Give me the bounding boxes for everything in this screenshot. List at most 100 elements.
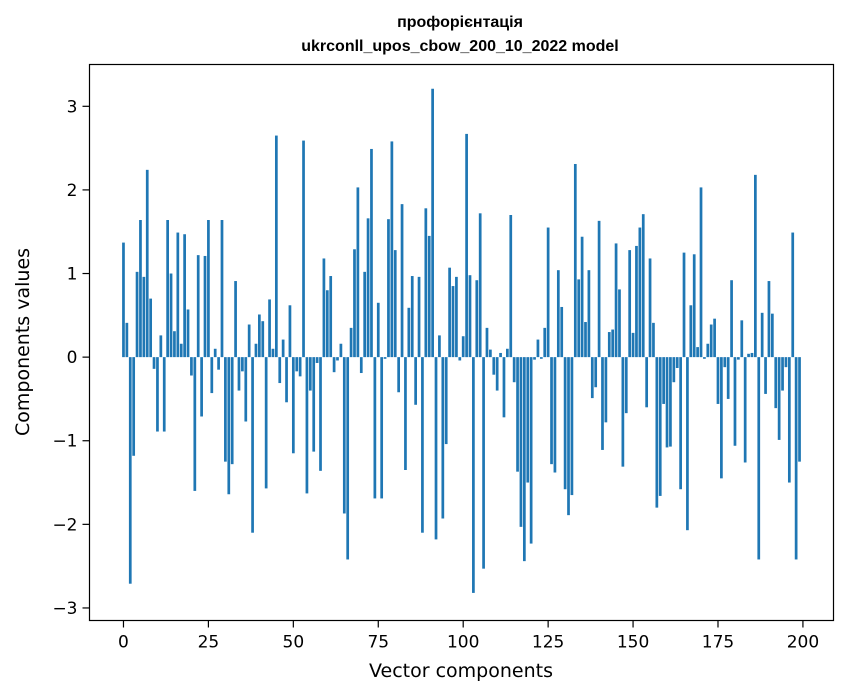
bar — [397, 357, 401, 393]
bar — [427, 235, 431, 358]
bar — [774, 357, 778, 409]
bar — [308, 357, 312, 391]
bar — [699, 187, 703, 358]
bar — [516, 357, 519, 472]
bar — [570, 357, 574, 496]
bar — [713, 318, 716, 358]
x-tick-label: 100 — [447, 633, 479, 653]
bar — [597, 220, 601, 358]
bar — [285, 357, 288, 403]
x-tick-label: 75 — [367, 633, 389, 653]
bar — [315, 357, 319, 363]
bar — [366, 218, 370, 358]
x-tick-label: 25 — [198, 633, 220, 653]
chart-title: профорієнтація — [397, 14, 523, 31]
bar — [522, 357, 526, 562]
bar — [472, 357, 475, 593]
bar — [400, 204, 404, 358]
bar — [550, 357, 553, 465]
bar — [210, 357, 214, 394]
bar — [624, 357, 628, 414]
bar — [325, 290, 329, 358]
bar — [499, 352, 502, 358]
bar — [720, 357, 723, 479]
bar — [539, 357, 543, 359]
bar — [652, 322, 655, 358]
bar — [635, 245, 638, 358]
bar — [658, 357, 662, 496]
bar — [784, 357, 788, 368]
y-tick-label: −1 — [52, 432, 77, 452]
bar — [274, 135, 278, 358]
bar — [217, 357, 220, 370]
bar — [376, 302, 380, 358]
bar — [787, 357, 791, 483]
bar — [577, 279, 581, 358]
x-axis-ticks: 0 25 50 75 100 125 150 175 200 — [118, 620, 819, 653]
bar — [757, 357, 761, 560]
bar — [492, 357, 496, 375]
bar — [244, 357, 248, 422]
x-tick-label: 150 — [617, 633, 649, 653]
y-tick-label: 2 — [67, 181, 78, 201]
bar — [258, 314, 261, 358]
bar — [590, 357, 594, 399]
bar — [254, 343, 258, 358]
bar — [438, 335, 441, 358]
bar — [169, 273, 173, 358]
y-tick-label: 0 — [67, 348, 78, 368]
bar — [563, 357, 567, 490]
bar — [798, 357, 801, 462]
bar — [441, 357, 445, 519]
plot-frame — [88, 63, 835, 622]
bar — [478, 213, 482, 358]
bar — [645, 357, 649, 408]
bar — [370, 148, 373, 358]
bar — [404, 357, 407, 470]
bar — [431, 88, 434, 358]
bar — [692, 254, 696, 358]
bar — [672, 357, 676, 383]
bar — [220, 220, 224, 358]
bar — [152, 357, 156, 369]
bar — [686, 357, 689, 531]
bar — [502, 357, 506, 418]
bar — [706, 343, 710, 358]
bar — [434, 357, 438, 540]
bar — [573, 163, 577, 358]
bar — [553, 357, 557, 473]
bar — [356, 187, 360, 358]
bar — [302, 140, 305, 358]
bar — [448, 267, 451, 358]
bar — [224, 357, 227, 462]
bar — [665, 357, 669, 448]
bar — [268, 299, 271, 358]
bar — [618, 289, 621, 358]
bar — [424, 208, 428, 358]
bar — [122, 242, 125, 358]
bar — [230, 357, 234, 465]
bar — [332, 357, 336, 373]
bar — [794, 357, 798, 560]
bar — [128, 357, 132, 584]
bar — [601, 357, 604, 450]
bar — [207, 220, 210, 358]
bar — [251, 357, 254, 533]
bar — [451, 286, 455, 358]
bar — [247, 324, 251, 358]
bar — [213, 348, 217, 358]
bar — [410, 276, 414, 358]
bar — [675, 357, 679, 368]
bar — [770, 313, 774, 358]
bar — [458, 357, 462, 361]
bar — [733, 357, 737, 446]
y-tick-label: 1 — [67, 265, 78, 285]
bar — [587, 270, 591, 358]
bar — [380, 357, 384, 499]
bar — [200, 357, 203, 417]
y-tick-label: 3 — [67, 97, 78, 117]
bar — [142, 276, 146, 358]
bar — [179, 343, 183, 358]
y-axis-ticks: −3 −2 −1 0 1 2 3 — [52, 97, 90, 619]
bar — [271, 348, 275, 358]
